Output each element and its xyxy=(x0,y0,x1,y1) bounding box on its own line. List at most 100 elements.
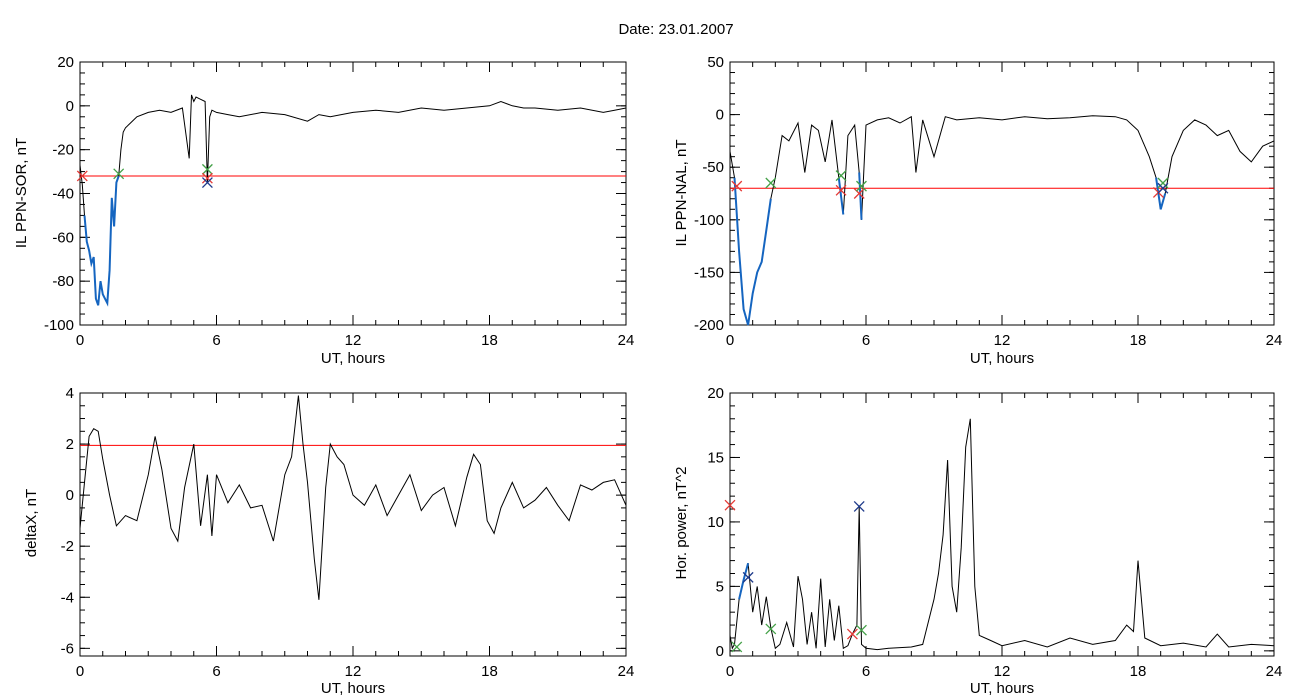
y-tick-label: -150 xyxy=(694,264,724,281)
x-tick-label: 18 xyxy=(481,332,498,349)
event-marker xyxy=(846,628,858,640)
x-tick-label: 12 xyxy=(345,332,362,349)
event-marker xyxy=(856,180,867,192)
marker-stroke xyxy=(856,180,867,192)
event-marker xyxy=(765,177,777,189)
y-tick-label: 20 xyxy=(707,385,724,402)
x-tick-label: 6 xyxy=(212,663,220,680)
x-tick-label: 24 xyxy=(1266,332,1283,349)
data-series-line xyxy=(729,418,1275,651)
x-tick-label: 6 xyxy=(862,332,870,349)
event-marker xyxy=(76,170,88,182)
y-tick-label: 5 xyxy=(716,578,724,595)
highlight-segment xyxy=(1155,177,1167,210)
highlight-segment xyxy=(733,177,772,326)
data-series-line xyxy=(79,395,627,600)
marker-stroke xyxy=(76,170,88,182)
y-tick-label: 50 xyxy=(707,54,724,71)
y-tick-label: -200 xyxy=(694,317,724,334)
y-tick-label: -50 xyxy=(702,159,724,176)
y-tick-label: -100 xyxy=(694,212,724,229)
x-tick-label: 12 xyxy=(994,663,1011,680)
marker-stroke xyxy=(853,188,865,199)
event-marker xyxy=(1157,182,1169,194)
event-marker xyxy=(856,624,867,636)
marker-stroke xyxy=(856,624,867,636)
x-tick-label: 0 xyxy=(76,332,84,349)
panel-ylabel: IL PPN-NAL, nT xyxy=(673,140,690,247)
y-tick-label: 15 xyxy=(707,449,724,466)
plot-frame xyxy=(729,392,1275,657)
highlight-segment xyxy=(837,177,845,215)
marker-stroke xyxy=(113,168,125,180)
event-marker xyxy=(835,184,847,196)
x-tick-label: 12 xyxy=(994,332,1011,349)
event-marker xyxy=(835,170,847,182)
event-marker xyxy=(765,623,777,635)
panel-xlabel: UT, hours xyxy=(321,680,385,697)
marker-stroke xyxy=(724,499,736,511)
y-tick-label: -20 xyxy=(52,142,74,159)
y-tick-label: -2 xyxy=(61,538,74,555)
marker-stroke xyxy=(731,180,743,192)
event-marker xyxy=(853,500,865,512)
plot-frame xyxy=(729,61,1275,326)
x-tick-label: 6 xyxy=(212,332,220,349)
y-tick-label: 10 xyxy=(707,514,724,531)
x-tick-label: 24 xyxy=(618,663,635,680)
marker-stroke xyxy=(835,184,847,196)
marker-stroke xyxy=(765,623,777,635)
marker-stroke xyxy=(846,628,858,640)
event-marker xyxy=(113,168,125,180)
highlight-segment xyxy=(738,562,750,600)
event-marker xyxy=(724,499,736,511)
y-tick-label: 4 xyxy=(66,385,74,402)
marker-stroke xyxy=(853,500,865,512)
panel-xlabel: UT, hours xyxy=(970,680,1034,697)
highlight-segment xyxy=(83,175,120,307)
panel-il-ppn-nal: IL PPN-NAL, nT UT, hours 0 6 12 18 24 -200 -15… xyxy=(673,54,1282,367)
marker-stroke xyxy=(731,641,743,653)
x-tick-label: 18 xyxy=(1130,332,1147,349)
y-tick-label: 0 xyxy=(716,643,724,660)
marker-stroke xyxy=(835,170,847,182)
panel-il-ppn-sor: IL PPN-SOR, nT UT, hours 0 6 12 18 24 -100 -80… xyxy=(13,54,634,367)
figure-title: Date: 23.01.2007 xyxy=(618,21,733,38)
panel-ylabel: Hor. power, nT^2 xyxy=(673,467,690,580)
panel-ylabel: deltaX, nT xyxy=(23,489,40,557)
y-tick-label: -100 xyxy=(44,317,74,334)
panel-xlabel: UT, hours xyxy=(321,350,385,367)
marker-stroke xyxy=(1157,182,1169,194)
highlight-segment xyxy=(858,172,863,220)
marker-stroke xyxy=(201,177,213,189)
panel-xlabel: UT, hours xyxy=(970,350,1034,367)
x-tick-label: 18 xyxy=(1130,663,1147,680)
plot-frame xyxy=(79,61,627,326)
x-tick-label: 18 xyxy=(481,663,498,680)
x-tick-label: 12 xyxy=(345,663,362,680)
event-marker xyxy=(731,180,743,192)
y-tick-label: -4 xyxy=(61,589,74,606)
panel-hor-power: Hor. power, nT^2 UT, hours 0 6 12 18 24 0 5 10 1… xyxy=(673,385,1282,697)
event-marker xyxy=(201,172,213,184)
marker-stroke xyxy=(1157,177,1169,189)
event-marker xyxy=(853,188,865,199)
event-marker xyxy=(742,571,754,583)
panel-ylabel: IL PPN-SOR, nT xyxy=(13,138,30,248)
y-tick-label: 2 xyxy=(66,436,74,453)
y-tick-label: 0 xyxy=(66,98,74,115)
marker-stroke xyxy=(765,177,777,189)
y-tick-label: -6 xyxy=(61,640,74,657)
marker-stroke xyxy=(201,163,213,175)
data-series-line xyxy=(79,94,627,306)
marker-stroke xyxy=(201,172,213,184)
data-series-line xyxy=(729,115,1275,326)
event-marker xyxy=(201,163,213,175)
marker-stroke xyxy=(742,571,754,583)
y-tick-label: -60 xyxy=(52,229,74,246)
x-tick-label: 0 xyxy=(76,663,84,680)
x-tick-label: 0 xyxy=(726,332,734,349)
x-tick-label: 24 xyxy=(1266,663,1283,680)
